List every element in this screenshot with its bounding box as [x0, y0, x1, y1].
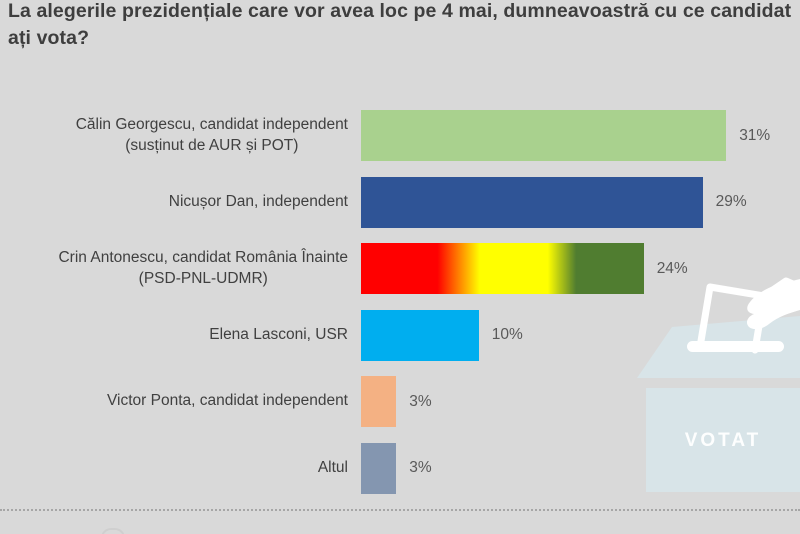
- bar: [361, 309, 479, 361]
- chart-row: Victor Ponta, candidat independent 3%: [0, 376, 800, 427]
- bar-rows: Călin Georgescu, candidat independent (su…: [0, 110, 800, 494]
- value-label: 24%: [656, 259, 688, 277]
- chart-row: Elena Lasconi, USR 10%: [0, 309, 800, 361]
- bar: [361, 442, 397, 494]
- value-label: 10%: [491, 326, 523, 343]
- cutoff-graphic-fragment: [101, 528, 125, 534]
- value-label: 29%: [715, 193, 747, 210]
- value-label: 31%: [739, 126, 771, 144]
- category-label: Călin Georgescu, candidat independent (su…: [75, 116, 348, 154]
- category-label: Crin Antonescu, candidat România Înainte…: [58, 249, 348, 287]
- bar: [361, 376, 397, 427]
- bar: [361, 176, 703, 228]
- dotted-separator: [0, 509, 800, 511]
- ballot-box-icon: [637, 277, 800, 492]
- ballot-box-body: [646, 388, 800, 492]
- ballot-slot: [687, 341, 784, 352]
- chart-row: Nicușor Dan, independent 29%: [0, 176, 800, 228]
- value-label: 3%: [409, 459, 432, 476]
- category-label: Altul: [317, 458, 348, 476]
- bar-chart: Călin Georgescu, candidat independent (su…: [0, 110, 800, 494]
- category-label: Elena Lasconi, USR: [209, 325, 348, 343]
- chart-row: Altul 3%: [0, 442, 800, 494]
- category-label: Nicușor Dan, independent: [168, 192, 348, 210]
- bar: [361, 243, 644, 294]
- value-label: 3%: [409, 392, 432, 410]
- chart-row: Crin Antonescu, candidat România Înainte…: [0, 243, 800, 294]
- bar: [361, 110, 727, 161]
- ballot-box-illustration: VOTAT: [630, 273, 800, 495]
- chart-row: Călin Georgescu, candidat independent (su…: [0, 110, 800, 161]
- question-title: La alegerile prezidențiale care vor avea…: [8, 0, 792, 49]
- votat-label: VOTAT: [684, 430, 762, 451]
- category-label: Victor Ponta, candidat independent: [106, 392, 348, 410]
- hand-icon: [746, 279, 800, 330]
